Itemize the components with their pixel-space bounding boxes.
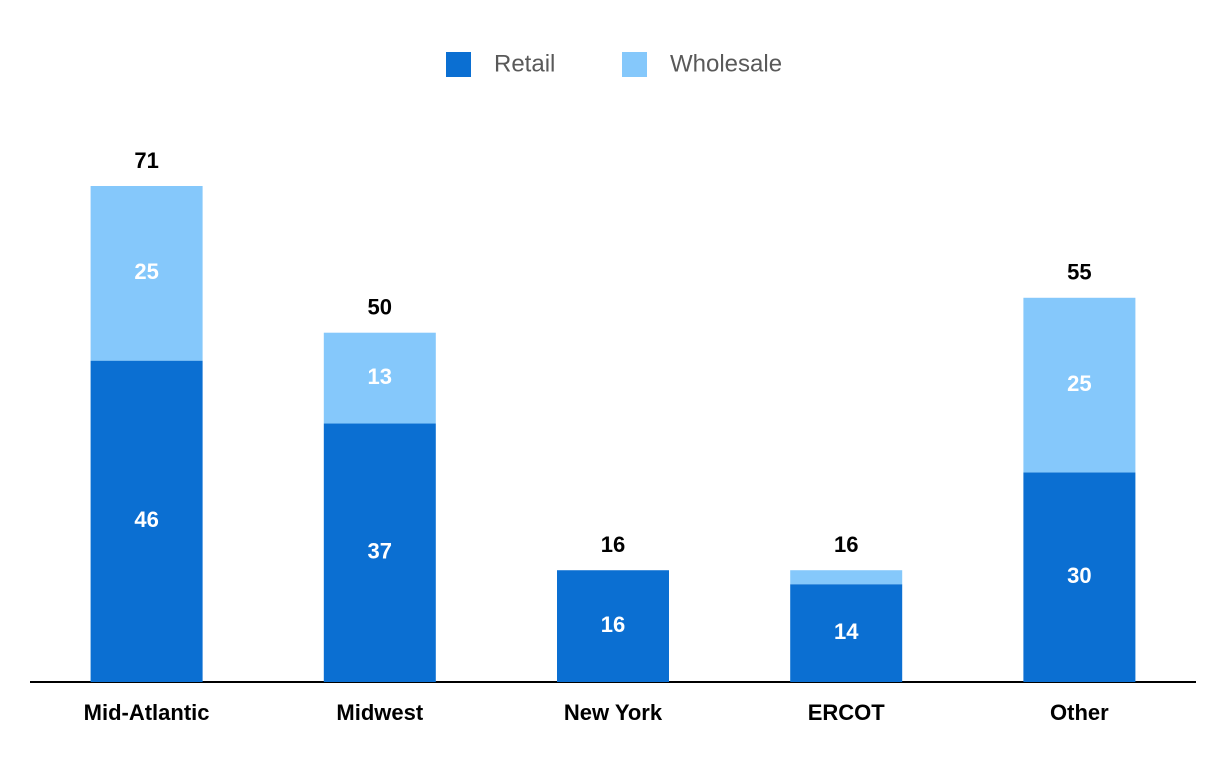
bar-segment <box>1023 297 1136 473</box>
segment-label: 13 <box>368 364 392 389</box>
bar-segment <box>323 423 436 682</box>
total-label: 16 <box>834 532 858 557</box>
bar-segment <box>790 570 903 585</box>
total-label: 55 <box>1067 260 1091 285</box>
bar-segment <box>1023 472 1136 682</box>
x-tick-label: Other <box>1050 700 1109 725</box>
segment-label: 37 <box>368 539 392 564</box>
total-label: 16 <box>601 532 625 557</box>
legend-swatch <box>622 52 647 77</box>
bar-segment <box>90 360 203 682</box>
x-tick-label: ERCOT <box>808 700 886 725</box>
x-tick-label: Midwest <box>336 700 423 725</box>
x-tick-label: New York <box>564 700 663 725</box>
segment-label: 46 <box>134 507 158 532</box>
bar-segment <box>790 584 903 682</box>
legend-label: Retail <box>494 50 555 77</box>
segment-label: 25 <box>134 259 158 284</box>
total-label: 71 <box>134 148 158 173</box>
bar-segment <box>90 186 203 361</box>
legend-swatch <box>446 52 471 77</box>
segment-label: 30 <box>1067 563 1091 588</box>
segment-label: 25 <box>1067 371 1091 396</box>
x-tick-label: Mid-Atlantic <box>84 700 210 725</box>
segment-label: 14 <box>834 619 859 644</box>
total-label: 50 <box>368 295 392 320</box>
bar-segment <box>323 332 436 424</box>
segment-label: 16 <box>601 612 625 637</box>
bar-segment <box>557 570 669 682</box>
legend-label: Wholesale <box>670 50 782 77</box>
